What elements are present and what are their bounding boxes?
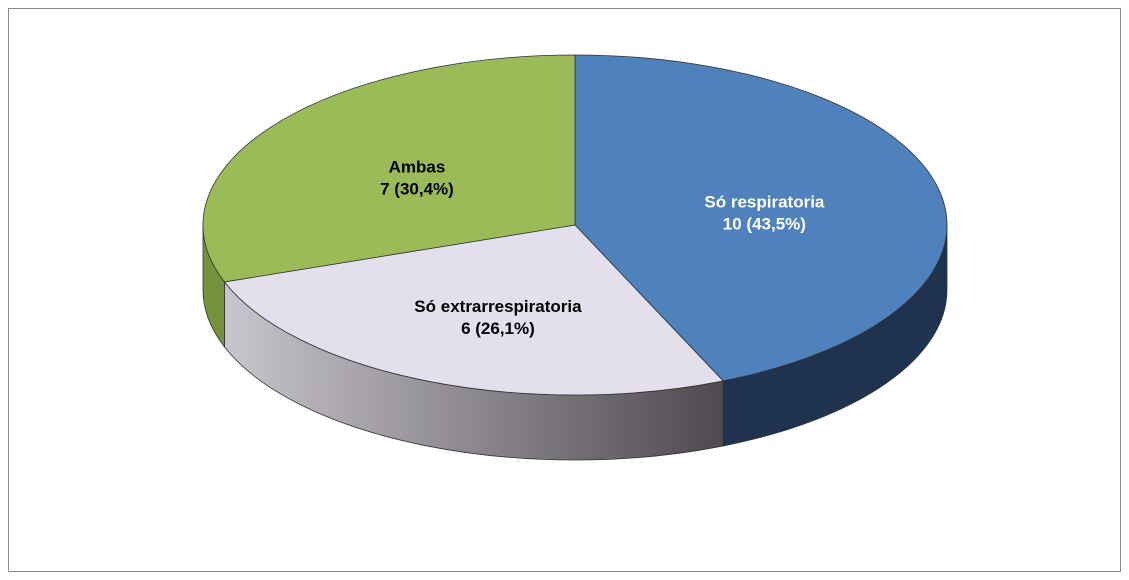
slice <box>202 54 576 283</box>
slice-label: Ambas <box>389 158 446 177</box>
slice-label: Só respiratoria <box>704 192 825 211</box>
slice <box>223 224 724 396</box>
slice-label: Só extrarrespiratoria <box>414 297 582 316</box>
slice-value-label: 7 (30,4%) <box>380 180 454 199</box>
slice-value-label: 6 (26,1%) <box>461 319 535 338</box>
slice <box>574 54 948 382</box>
slice-value-label: 10 (43,5%) <box>723 214 806 233</box>
